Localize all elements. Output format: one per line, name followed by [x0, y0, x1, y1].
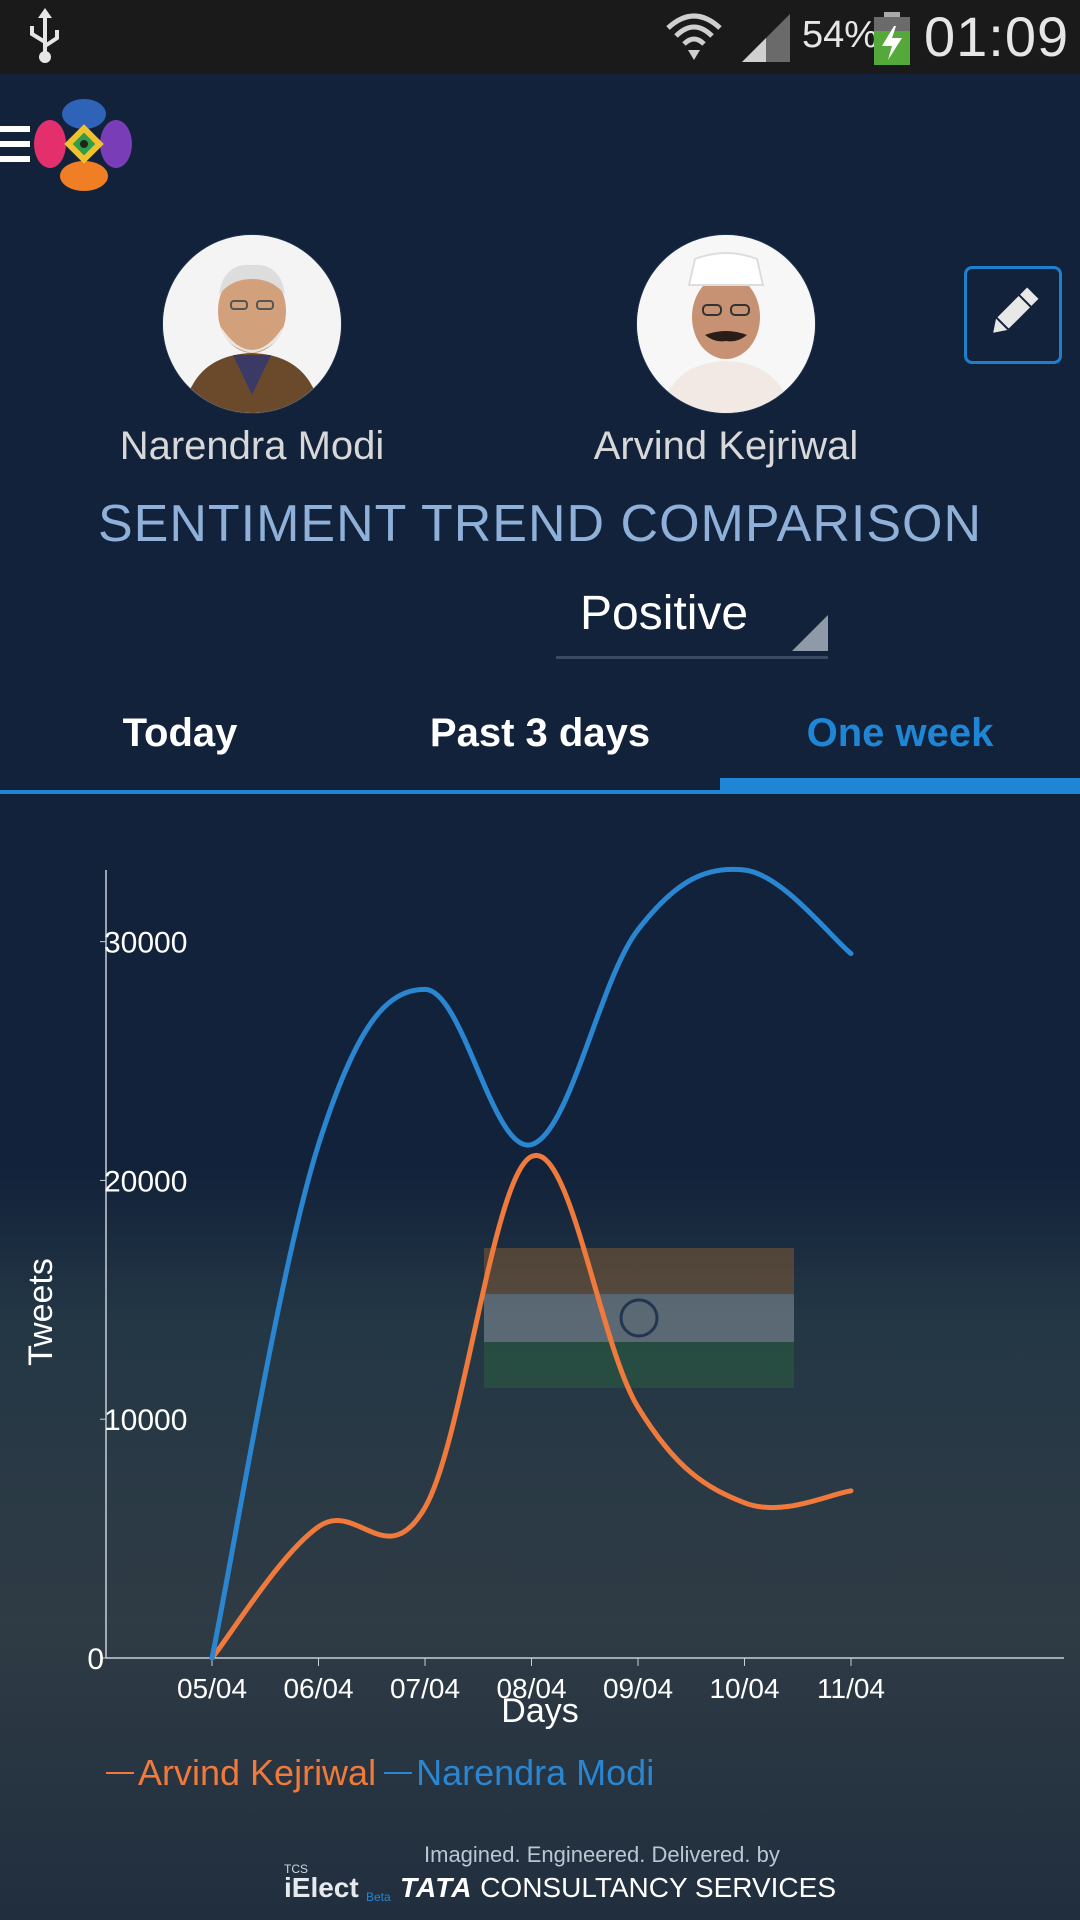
background-flag-image [484, 1248, 794, 1388]
legend-swatch [384, 1772, 413, 1774]
footer-tagline: Imagined. Engineered. Delivered. by [424, 1842, 780, 1867]
y-tick-label: 0 [87, 1643, 104, 1676]
y-tick-label: 10000 [104, 1404, 187, 1437]
y-axis-label: Tweets [22, 1258, 60, 1366]
background-crowd-image [0, 1170, 1080, 1920]
signal-icon [742, 14, 792, 69]
company-brand: TATA [400, 1872, 473, 1903]
y-tick-label: 30000 [104, 927, 187, 960]
pencil-icon [983, 283, 1043, 348]
tab-divider [0, 790, 1080, 794]
time-range-tabs: Today Past 3 days One week [0, 698, 1080, 798]
dropdown-selected: Positive [580, 587, 749, 640]
edit-button[interactable] [964, 266, 1062, 364]
footer-beta-label: Beta [366, 1890, 391, 1904]
series-line-arvind-kejriwal [209, 1153, 854, 1661]
candidate-card-modi[interactable]: Narendra Modi [102, 234, 402, 469]
candidate-card-kejriwal[interactable]: Arvind Kejriwal [576, 234, 876, 469]
legend-label: Arvind Kejriwal [138, 1752, 377, 1793]
x-tick-label: 07/04 [390, 1673, 460, 1704]
tab-today[interactable]: Today [122, 711, 238, 755]
sentiment-dropdown[interactable]: Positive [556, 582, 828, 659]
legend-swatch [106, 1772, 134, 1774]
x-tick-label: 11/04 [817, 1673, 885, 1704]
footer-app-name: iElect [284, 1872, 359, 1903]
company-rest: CONSULTANCY SERVICES [480, 1872, 836, 1903]
avatar [636, 234, 816, 414]
battery-percent: 54% [802, 14, 879, 56]
avatar [162, 234, 342, 414]
dropdown-arrow-icon [792, 615, 828, 656]
x-tick-label: 06/04 [283, 1673, 353, 1704]
sentiment-line-chart: 0 10000 20000 30000 05/04 06/04 07/04 08/04 09/… [22, 866, 1064, 1730]
candidate-name: Narendra Modi [119, 424, 385, 468]
tab-one-week[interactable]: One week [806, 711, 994, 755]
tab-past-3-days[interactable]: Past 3 days [429, 711, 651, 755]
candidate-name: Arvind Kejriwal [593, 424, 859, 468]
usb-icon [24, 8, 66, 69]
status-bar: 54% 01:09 [0, 0, 1080, 74]
x-tick-label: 08/04 [496, 1673, 566, 1704]
chart-legend: Arvind Kejriwal Narendra Modi [106, 1752, 662, 1794]
footer-company-name: TATA CONSULTANCY SERVICES [400, 1872, 836, 1904]
footer: Imagined. Engineered. Delivered. by TCS … [0, 1842, 1080, 1920]
y-tick-label: 20000 [104, 1165, 187, 1198]
legend-item-modi: Narendra Modi [384, 1752, 654, 1794]
legend-item-kejriwal: Arvind Kejriwal [106, 1752, 376, 1794]
menu-icon[interactable] [0, 126, 30, 170]
x-tick-label: 10/04 [709, 1673, 779, 1704]
page-title: SENTIMENT TREND COMPARISON [97, 495, 983, 553]
legend-label: Narendra Modi [416, 1752, 655, 1793]
tab-active-indicator [720, 778, 1080, 794]
x-axis-label: Days [501, 1692, 578, 1730]
footer-tcs-label: TCS [284, 1862, 308, 1876]
x-tick-label: 09/04 [603, 1673, 673, 1704]
series-line-narendra-modi [209, 866, 854, 1661]
battery-charging-icon [872, 12, 912, 71]
x-tick-label: 05/04 [177, 1673, 247, 1704]
wifi-icon [664, 8, 724, 69]
app-logo[interactable] [34, 98, 134, 197]
clock: 01:09 [924, 5, 1070, 68]
